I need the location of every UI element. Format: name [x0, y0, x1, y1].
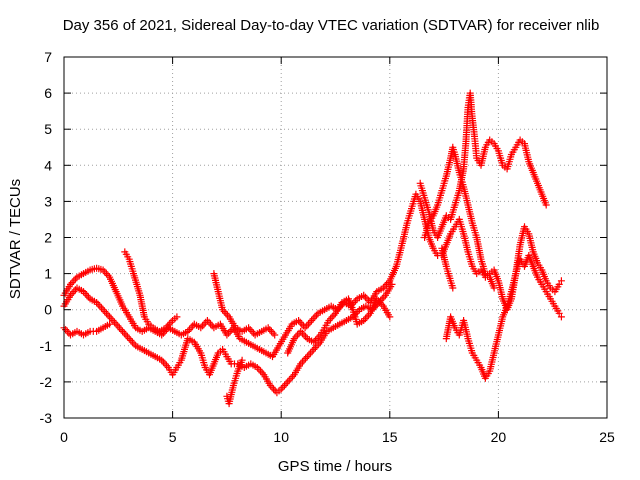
- data-point: [555, 309, 563, 317]
- data-point: [555, 280, 563, 288]
- y-tick-label: 7: [44, 49, 52, 65]
- y-tick-label: 0: [44, 302, 52, 318]
- y-tick-label: 6: [44, 85, 52, 101]
- data-point: [388, 280, 396, 288]
- series-track-5: [210, 270, 279, 339]
- data-point: [173, 313, 181, 321]
- series-track-3: [60, 280, 396, 397]
- chart-title: Day 356 of 2021, Sidereal Day-to-day VTE…: [63, 17, 600, 34]
- data-point: [238, 356, 246, 364]
- x-tick-label: 5: [169, 429, 177, 445]
- y-tick-label: 1: [44, 266, 52, 282]
- data-point: [106, 320, 114, 328]
- series-track-7: [284, 295, 394, 357]
- x-tick-label: 25: [599, 429, 615, 445]
- axis-ticks: 0 5 10 15 20 25 -3 -2 -1 0 1 2 3 4 5 6 7: [40, 49, 615, 445]
- series-track-9: [421, 143, 498, 292]
- x-tick-label: 15: [382, 429, 398, 445]
- y-tick-label: -1: [40, 338, 53, 354]
- series-track-6: [223, 356, 246, 408]
- series-track-10: [438, 244, 457, 292]
- data-point: [542, 201, 550, 209]
- series-track-4: [121, 248, 181, 335]
- x-tick-label: 10: [273, 429, 289, 445]
- x-axis-title: GPS time / hours: [278, 458, 392, 475]
- x-tick-label: 0: [60, 429, 68, 445]
- data-point: [449, 284, 457, 292]
- data-point: [490, 284, 498, 292]
- y-tick-label: 2: [44, 230, 52, 246]
- y-axis-title: SDTVAR / TECUs: [7, 179, 24, 299]
- y-tick-label: -2: [40, 374, 53, 390]
- data-point: [557, 313, 565, 321]
- data-point: [386, 313, 394, 321]
- y-tick-label: 5: [44, 121, 52, 137]
- data-point: [271, 331, 279, 339]
- data-point: [557, 277, 565, 285]
- data-points: [60, 89, 565, 408]
- y-tick-label: 4: [44, 157, 52, 173]
- x-tick-label: 20: [491, 429, 507, 445]
- y-tick-label: -3: [40, 410, 53, 426]
- series-track-8: [416, 89, 550, 241]
- series-track-2: [60, 320, 114, 339]
- y-tick-label: 3: [44, 193, 52, 209]
- series-track-11: [442, 252, 565, 382]
- series-track-1: [60, 190, 565, 361]
